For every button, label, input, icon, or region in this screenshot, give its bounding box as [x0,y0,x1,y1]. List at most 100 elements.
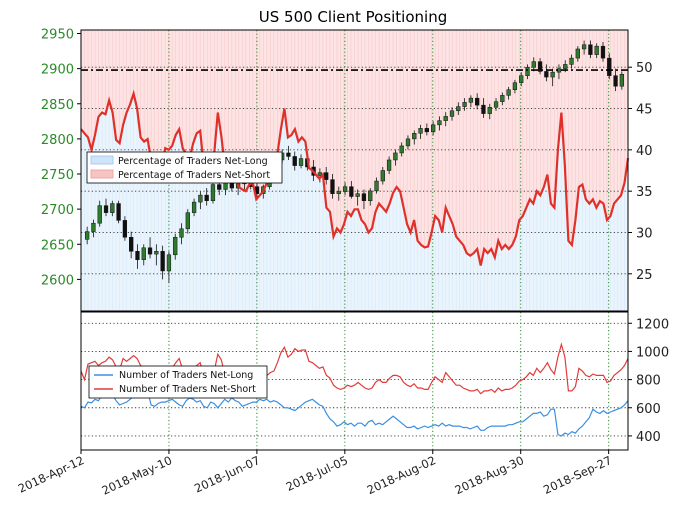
price-candle [166,254,172,272]
price-candle [368,190,373,201]
price-candle [292,156,297,166]
percent-tick-label: 50 [636,61,653,76]
price-candle [349,186,354,197]
percent-tick-label: 35 [636,185,653,200]
date-tick-label: 2018-Apr-12 [16,453,86,496]
price-candle [217,184,222,190]
price-candle [525,66,530,76]
price-candle [210,184,216,201]
price-candle [185,212,190,230]
price-candle [198,194,203,203]
price-candle [456,106,461,112]
date-tick-label: 2018-May-10 [100,453,175,498]
price-candle [581,44,587,50]
price-candle [399,145,404,154]
traders-tick-label: 600 [636,402,661,417]
traders-panel: 400 600 800 1000 1200 [80,311,669,451]
price-candle [430,124,436,133]
legend-percentage: Percentage of Traders Net-Long Percentag… [86,151,283,184]
traders-tick-label: 800 [636,374,661,389]
date-tick-label: 2018-Jun-07 [192,453,262,496]
percent-net-short-line [80,89,630,266]
price-panel: 2600 2650 2700 2750 2800 2850 2900 2950 25 30 35 4… [41,28,653,312]
legend-swatch-net-short [90,169,114,179]
price-candle [330,179,335,194]
price-candle [550,71,555,78]
price-tick-label: 2900 [41,63,74,78]
price-candle [386,159,392,171]
price-candle [355,193,360,197]
traders-tick-label: 1200 [636,317,669,332]
top-panel-frame [80,29,629,312]
price-candle [147,247,153,255]
price-candle [122,220,128,238]
price-candle [613,75,618,87]
price-candle [116,203,121,221]
price-candle [342,186,348,192]
percent-tick-label: 25 [636,268,653,283]
price-candle [506,89,511,96]
price-tick-label: 2850 [41,98,74,113]
price-candle [223,182,228,190]
price-candle [493,101,499,108]
price-candle [179,228,184,238]
chart-title: US 500 Client Positioning [259,8,447,26]
price-tick-label: 2950 [41,28,74,43]
price-candle [449,110,455,117]
price-candle [154,251,159,255]
price-candle [97,205,102,224]
price-candle [443,116,448,121]
price-candle [619,74,624,87]
price-candle [380,170,385,182]
price-candle [374,180,379,192]
traders-tick-label: 1000 [636,345,669,360]
legend-label-net-short: Percentage of Traders Net-Short [118,170,270,181]
price-candle [85,231,90,240]
price-candle [531,61,536,68]
price-candle [412,133,417,140]
price-candle [361,193,367,201]
legend-traders-box [88,365,268,399]
price-candle [475,97,480,106]
legend-label-net-long: Percentage of Traders Net-Long [118,156,268,167]
date-tick-label: 2018-Jul-05 [284,453,350,494]
price-candle [487,107,492,114]
price-candle [91,222,96,232]
price-candle [500,95,505,102]
price-candle [544,71,549,78]
price-candle [594,45,599,55]
price-candle [468,97,474,103]
legend-traders: Number of Traders Net-Long Number of Tra… [88,365,268,399]
price-candle [537,61,543,72]
percent-tick-label: 40 [636,144,653,159]
price-candle [393,152,398,161]
percent-tick-label: 45 [636,103,653,118]
price-tick-label: 2750 [41,168,74,183]
price-candle [173,236,178,256]
price-candle [135,251,140,260]
price-tick-label: 2600 [41,273,74,288]
percent-tick-label: 30 [636,226,653,241]
legend-label-traders-net-long: Number of Traders Net-Long [119,370,253,381]
traders-tick-label: 400 [636,430,661,445]
price-candle [424,128,429,133]
price-tick-label: 2650 [41,238,74,253]
legend-percentage-box [86,151,283,184]
price-candle [600,45,606,59]
price-candle [324,172,329,180]
price-candle [481,104,486,114]
price-candle [160,251,165,272]
price-candle [336,191,341,194]
price-candle [418,128,423,134]
date-tick-label: 2018-Sep-27 [541,453,614,497]
price-candle [519,75,524,83]
price-candle [563,64,568,69]
legend-swatch-net-long [90,155,114,165]
price-candle [110,203,115,213]
price-candle [298,158,304,166]
price-candle [462,102,467,107]
price-candle [141,247,146,260]
price-tick-label: 2700 [41,203,74,218]
bottom-panel-frame [80,311,629,451]
